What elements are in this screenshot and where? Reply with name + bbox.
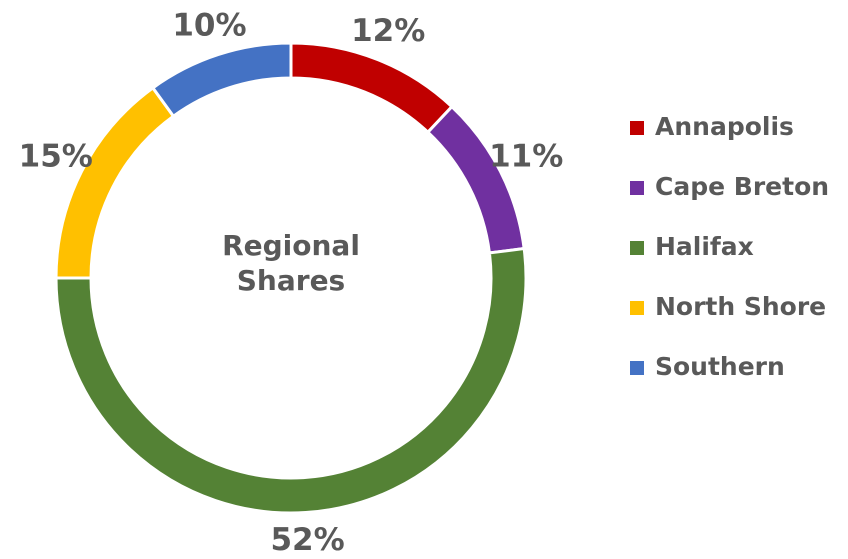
legend-label: Southern (655, 352, 785, 381)
donut-slice (289, 41, 454, 135)
legend-swatch (630, 361, 644, 375)
legend-label: Cape Breton (655, 172, 829, 201)
legend-swatch (630, 301, 644, 315)
legend-swatch (630, 181, 644, 195)
data-label: 15% (19, 139, 93, 175)
data-label: 52% (270, 522, 344, 558)
legend-label: Annapolis (655, 112, 794, 141)
legend-label: North Shore (655, 292, 826, 321)
donut-slice (54, 85, 176, 280)
data-label: 10% (172, 7, 246, 43)
donut-slice (425, 104, 526, 255)
legend-swatch (630, 241, 644, 255)
donut-slice (150, 41, 293, 119)
donut-slice (54, 246, 528, 515)
legend-label: Halifax (655, 232, 754, 261)
data-label: 11% (489, 139, 563, 175)
legend-swatch (630, 121, 644, 135)
data-label: 12% (351, 13, 425, 49)
chart-title: Regional Shares (222, 229, 360, 297)
